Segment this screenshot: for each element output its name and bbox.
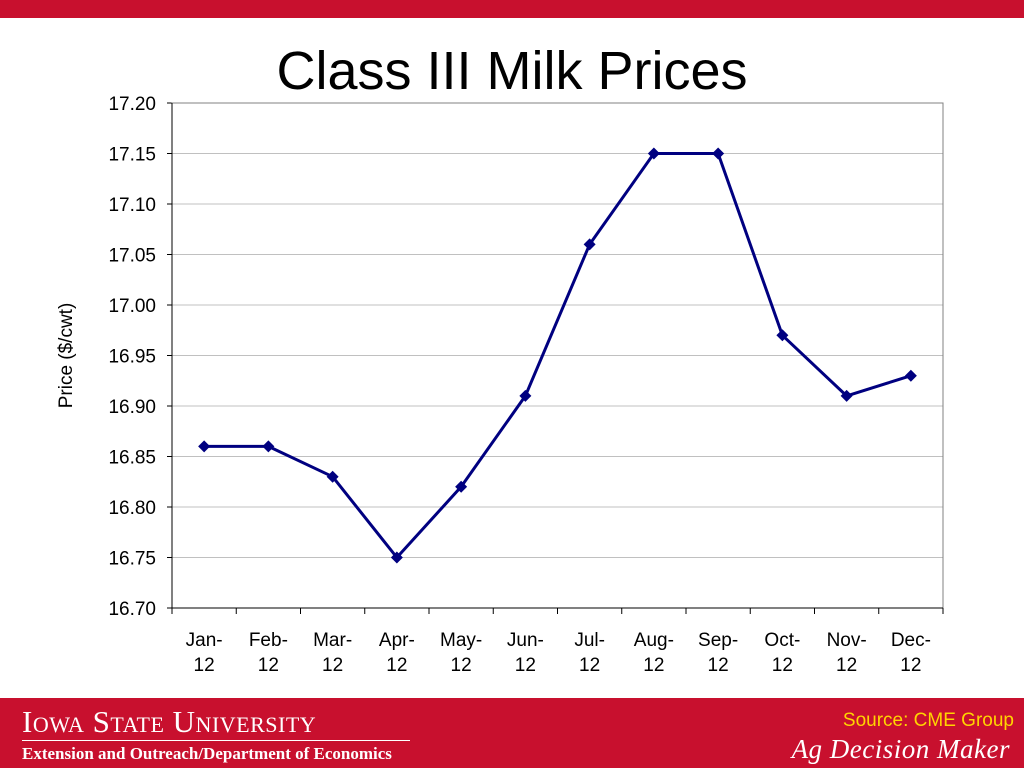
x-tick-label: Aug-12 [634,630,674,676]
y-tick-label: 16.70 [108,599,156,620]
x-tick-label: Jun-12 [507,630,544,676]
y-axis-title: Price ($/cwt) [56,303,77,409]
data-point-marker [262,440,275,453]
x-tick-label: Dec-12 [891,630,931,676]
y-tick-label: 16.95 [108,347,156,368]
top-accent-bar [0,0,1024,18]
data-point-marker [583,238,596,251]
y-tick-label: 17.00 [108,296,156,317]
x-tick-label: Apr-12 [379,630,415,676]
y-tick-label: 17.05 [108,246,156,267]
data-point-marker [198,440,211,453]
y-tick-label: 16.90 [108,397,156,418]
y-tick-label: 16.75 [108,549,156,570]
x-tick-label: Jan-12 [186,630,223,676]
source-note: Source: CME Group [842,710,1014,731]
y-tick-label: 17.10 [108,195,156,216]
brand-name: Ag Decision Maker [791,734,1010,764]
data-point-marker [712,147,725,160]
x-tick-label: Sep-12 [698,630,738,676]
x-tick-label: Mar-12 [313,630,352,676]
y-tick-label: 16.80 [108,498,156,519]
footer-bar [0,698,1024,768]
data-point-marker [776,329,789,342]
data-point-marker [455,480,468,493]
x-tick-label: Oct-12 [764,630,800,676]
data-point-marker [904,369,917,382]
data-point-marker [519,389,532,402]
x-tick-label: Jul-12 [574,630,605,676]
slide-title: Class III Milk Prices [276,41,748,101]
y-tick-label: 17.15 [108,145,156,166]
data-point-marker [390,551,403,564]
x-tick-label: May-12 [440,630,482,676]
university-name: Iowa State University [22,704,317,739]
y-tick-label: 16.85 [108,448,156,469]
footer-divider [22,740,410,741]
data-point-marker [647,147,660,160]
x-tick-label: Nov-12 [827,630,867,676]
x-tick-label: Feb-12 [249,630,288,676]
y-tick-label: 17.20 [108,94,156,115]
data-point-marker [840,389,853,402]
department-line: Extension and Outreach/Department of Eco… [22,744,392,763]
data-point-marker [326,470,339,483]
series-line [204,152,912,559]
line-chart: 16.70 16.75 16.80 16.85 16.90 16.95 17.00 17.05… [56,94,944,676]
